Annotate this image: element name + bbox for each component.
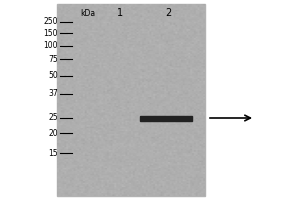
Text: 25: 25 (48, 114, 58, 122)
Bar (57, 4, 205, 196)
Text: 2: 2 (165, 8, 171, 18)
Text: 250: 250 (44, 18, 58, 26)
Text: 100: 100 (44, 42, 58, 50)
Text: 1: 1 (117, 8, 123, 18)
Text: kDa: kDa (80, 9, 96, 18)
Text: 37: 37 (48, 90, 58, 98)
Text: 20: 20 (48, 129, 58, 138)
Text: 75: 75 (48, 54, 58, 64)
Text: 50: 50 (48, 72, 58, 80)
Bar (140, 116, 192, 120)
Text: 150: 150 (44, 28, 58, 38)
Text: 15: 15 (48, 148, 58, 158)
